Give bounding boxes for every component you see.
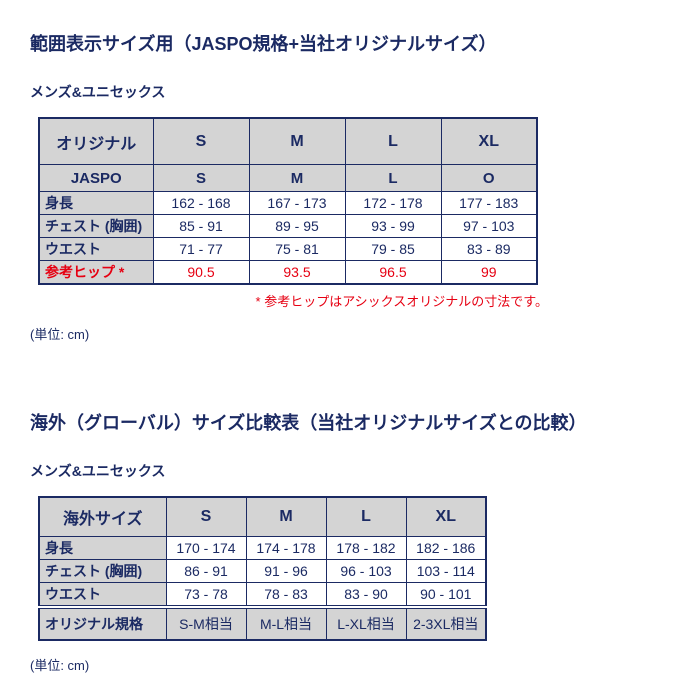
unit-label: (単位: cm) xyxy=(30,658,90,673)
chest-value-cell: 93 - 99 xyxy=(344,214,442,238)
table-row: ウエスト 71 - 77 75 - 81 79 - 85 83 - 89 xyxy=(38,237,538,261)
hip-footnote: * 参考ヒップはアシックスオリジナルの寸法です。 xyxy=(255,294,548,309)
table-row: 海外サイズ S M L XL xyxy=(38,496,487,537)
jaspo-header-label: JASPO xyxy=(38,164,154,192)
table-row: 身長 162 - 168 167 - 173 172 - 178 177 - 1… xyxy=(38,191,538,215)
original-header-label: オリジナル xyxy=(38,117,154,165)
equivalent-size-cell: L-XL相当 xyxy=(325,605,407,641)
table-row: チェスト (胸囲) 85 - 91 89 - 95 93 - 99 97 - 1… xyxy=(38,214,538,238)
section1-title: 範囲表示サイズ用（JASPO規格+当社オリジナルサイズ） xyxy=(30,34,497,54)
unit-label: (単位: cm) xyxy=(30,327,90,342)
waist-value-cell: 73 - 78 xyxy=(165,582,247,608)
hip-value-cell: 99 xyxy=(440,260,538,285)
height-value-cell: 167 - 173 xyxy=(248,191,346,215)
size-col-header: XL xyxy=(405,496,487,537)
waist-value-cell: 79 - 85 xyxy=(344,237,442,261)
jaspo-size-cell: O xyxy=(440,164,538,192)
section2-subtitle: メンズ&ユニセックス xyxy=(30,463,166,479)
chest-value-cell: 91 - 96 xyxy=(245,559,327,583)
equivalent-size-cell: S-M相当 xyxy=(165,605,247,641)
waist-row-label: ウエスト xyxy=(38,582,167,608)
table-row: オリジナル S M L XL xyxy=(38,117,538,165)
height-row-label: 身長 xyxy=(38,191,154,215)
height-value-cell: 178 - 182 xyxy=(325,536,407,560)
section2-title: 海外（グローバル）サイズ比較表（当社オリジナルサイズとの比較） xyxy=(30,413,587,433)
chest-value-cell: 85 - 91 xyxy=(152,214,250,238)
overseas-size-header-label: 海外サイズ xyxy=(38,496,167,537)
waist-value-cell: 83 - 89 xyxy=(440,237,538,261)
jaspo-original-size-table: オリジナル S M L XL JASPO S M L O 身長 162 - 16… xyxy=(38,117,538,285)
waist-value-cell: 75 - 81 xyxy=(248,237,346,261)
size-col-header: L xyxy=(325,496,407,537)
size-col-header: XL xyxy=(440,117,538,165)
chest-value-cell: 89 - 95 xyxy=(248,214,346,238)
waist-value-cell: 83 - 90 xyxy=(325,582,407,608)
chest-row-label: チェスト (胸囲) xyxy=(38,214,154,238)
height-value-cell: 162 - 168 xyxy=(152,191,250,215)
size-col-header: S xyxy=(152,117,250,165)
height-value-cell: 172 - 178 xyxy=(344,191,442,215)
jaspo-size-cell: M xyxy=(248,164,346,192)
chest-value-cell: 103 - 114 xyxy=(405,559,487,583)
original-standard-row-label: オリジナル規格 xyxy=(38,605,167,641)
table-row: 参考ヒップ * 90.5 93.5 96.5 99 xyxy=(38,260,538,285)
hip-row-label: 参考ヒップ * xyxy=(38,260,154,285)
size-col-header: M xyxy=(245,496,327,537)
height-value-cell: 177 - 183 xyxy=(440,191,538,215)
height-value-cell: 182 - 186 xyxy=(405,536,487,560)
equivalent-size-cell: M-L相当 xyxy=(245,605,327,641)
height-value-cell: 174 - 178 xyxy=(245,536,327,560)
table-row: JASPO S M L O xyxy=(38,164,538,192)
table-row: オリジナル規格 S-M相当 M-L相当 L-XL相当 2-3XL相当 xyxy=(38,605,487,641)
size-col-header: M xyxy=(248,117,346,165)
waist-row-label: ウエスト xyxy=(38,237,154,261)
waist-value-cell: 78 - 83 xyxy=(245,582,327,608)
hip-value-cell: 93.5 xyxy=(248,260,346,285)
hip-value-cell: 96.5 xyxy=(344,260,442,285)
waist-value-cell: 90 - 101 xyxy=(405,582,487,608)
section1-subtitle: メンズ&ユニセックス xyxy=(30,84,166,100)
jaspo-size-cell: S xyxy=(152,164,250,192)
size-col-header: L xyxy=(344,117,442,165)
table-row: ウエスト 73 - 78 78 - 83 83 - 90 90 - 101 xyxy=(38,582,487,608)
waist-value-cell: 71 - 77 xyxy=(152,237,250,261)
global-size-comparison-table: 海外サイズ S M L XL 身長 170 - 174 174 - 178 17… xyxy=(38,496,487,641)
jaspo-size-cell: L xyxy=(344,164,442,192)
table-row: チェスト (胸囲) 86 - 91 91 - 96 96 - 103 103 -… xyxy=(38,559,487,583)
equivalent-size-cell: 2-3XL相当 xyxy=(405,605,487,641)
hip-value-cell: 90.5 xyxy=(152,260,250,285)
chest-value-cell: 97 - 103 xyxy=(440,214,538,238)
table-row: 身長 170 - 174 174 - 178 178 - 182 182 - 1… xyxy=(38,536,487,560)
size-col-header: S xyxy=(165,496,247,537)
chest-value-cell: 96 - 103 xyxy=(325,559,407,583)
chest-row-label: チェスト (胸囲) xyxy=(38,559,167,583)
height-row-label: 身長 xyxy=(38,536,167,560)
chest-value-cell: 86 - 91 xyxy=(165,559,247,583)
height-value-cell: 170 - 174 xyxy=(165,536,247,560)
